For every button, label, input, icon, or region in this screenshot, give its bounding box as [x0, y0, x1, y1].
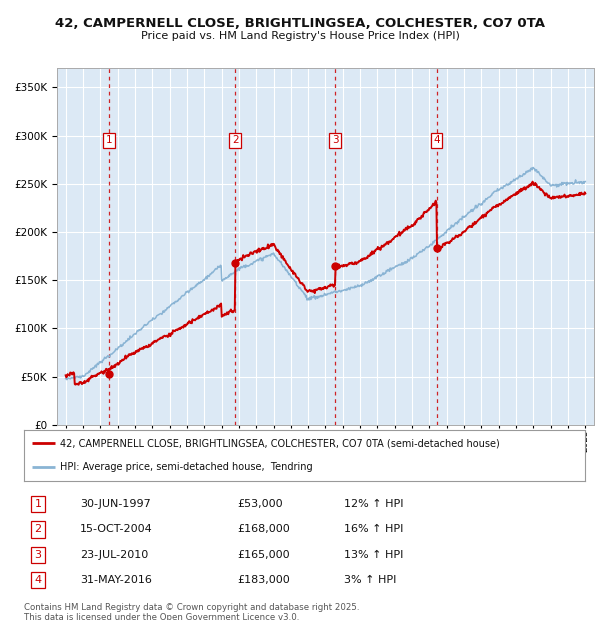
Text: Price paid vs. HM Land Registry's House Price Index (HPI): Price paid vs. HM Land Registry's House …	[140, 31, 460, 41]
Text: 15-OCT-2004: 15-OCT-2004	[80, 525, 153, 534]
Text: 16% ↑ HPI: 16% ↑ HPI	[344, 525, 403, 534]
Text: 4: 4	[34, 575, 41, 585]
Text: Contains HM Land Registry data © Crown copyright and database right 2025.
This d: Contains HM Land Registry data © Crown c…	[24, 603, 359, 620]
Text: 30-JUN-1997: 30-JUN-1997	[80, 499, 151, 509]
Text: £53,000: £53,000	[237, 499, 283, 509]
Text: £165,000: £165,000	[237, 550, 290, 560]
Text: 1: 1	[106, 135, 112, 146]
Text: 13% ↑ HPI: 13% ↑ HPI	[344, 550, 403, 560]
Text: £168,000: £168,000	[237, 525, 290, 534]
Text: 4: 4	[433, 135, 440, 146]
Text: 42, CAMPERNELL CLOSE, BRIGHTLINGSEA, COLCHESTER, CO7 0TA (semi-detached house): 42, CAMPERNELL CLOSE, BRIGHTLINGSEA, COL…	[61, 438, 500, 448]
Text: 23-JUL-2010: 23-JUL-2010	[80, 550, 148, 560]
Text: £183,000: £183,000	[237, 575, 290, 585]
Text: HPI: Average price, semi-detached house,  Tendring: HPI: Average price, semi-detached house,…	[61, 462, 313, 472]
Text: 31-MAY-2016: 31-MAY-2016	[80, 575, 152, 585]
Text: 2: 2	[232, 135, 239, 146]
Text: 42, CAMPERNELL CLOSE, BRIGHTLINGSEA, COLCHESTER, CO7 0TA: 42, CAMPERNELL CLOSE, BRIGHTLINGSEA, COL…	[55, 17, 545, 30]
Text: 3: 3	[35, 550, 41, 560]
Text: 2: 2	[34, 525, 41, 534]
Text: 3% ↑ HPI: 3% ↑ HPI	[344, 575, 396, 585]
Text: 3: 3	[332, 135, 338, 146]
Text: 1: 1	[35, 499, 41, 509]
Text: 12% ↑ HPI: 12% ↑ HPI	[344, 499, 403, 509]
